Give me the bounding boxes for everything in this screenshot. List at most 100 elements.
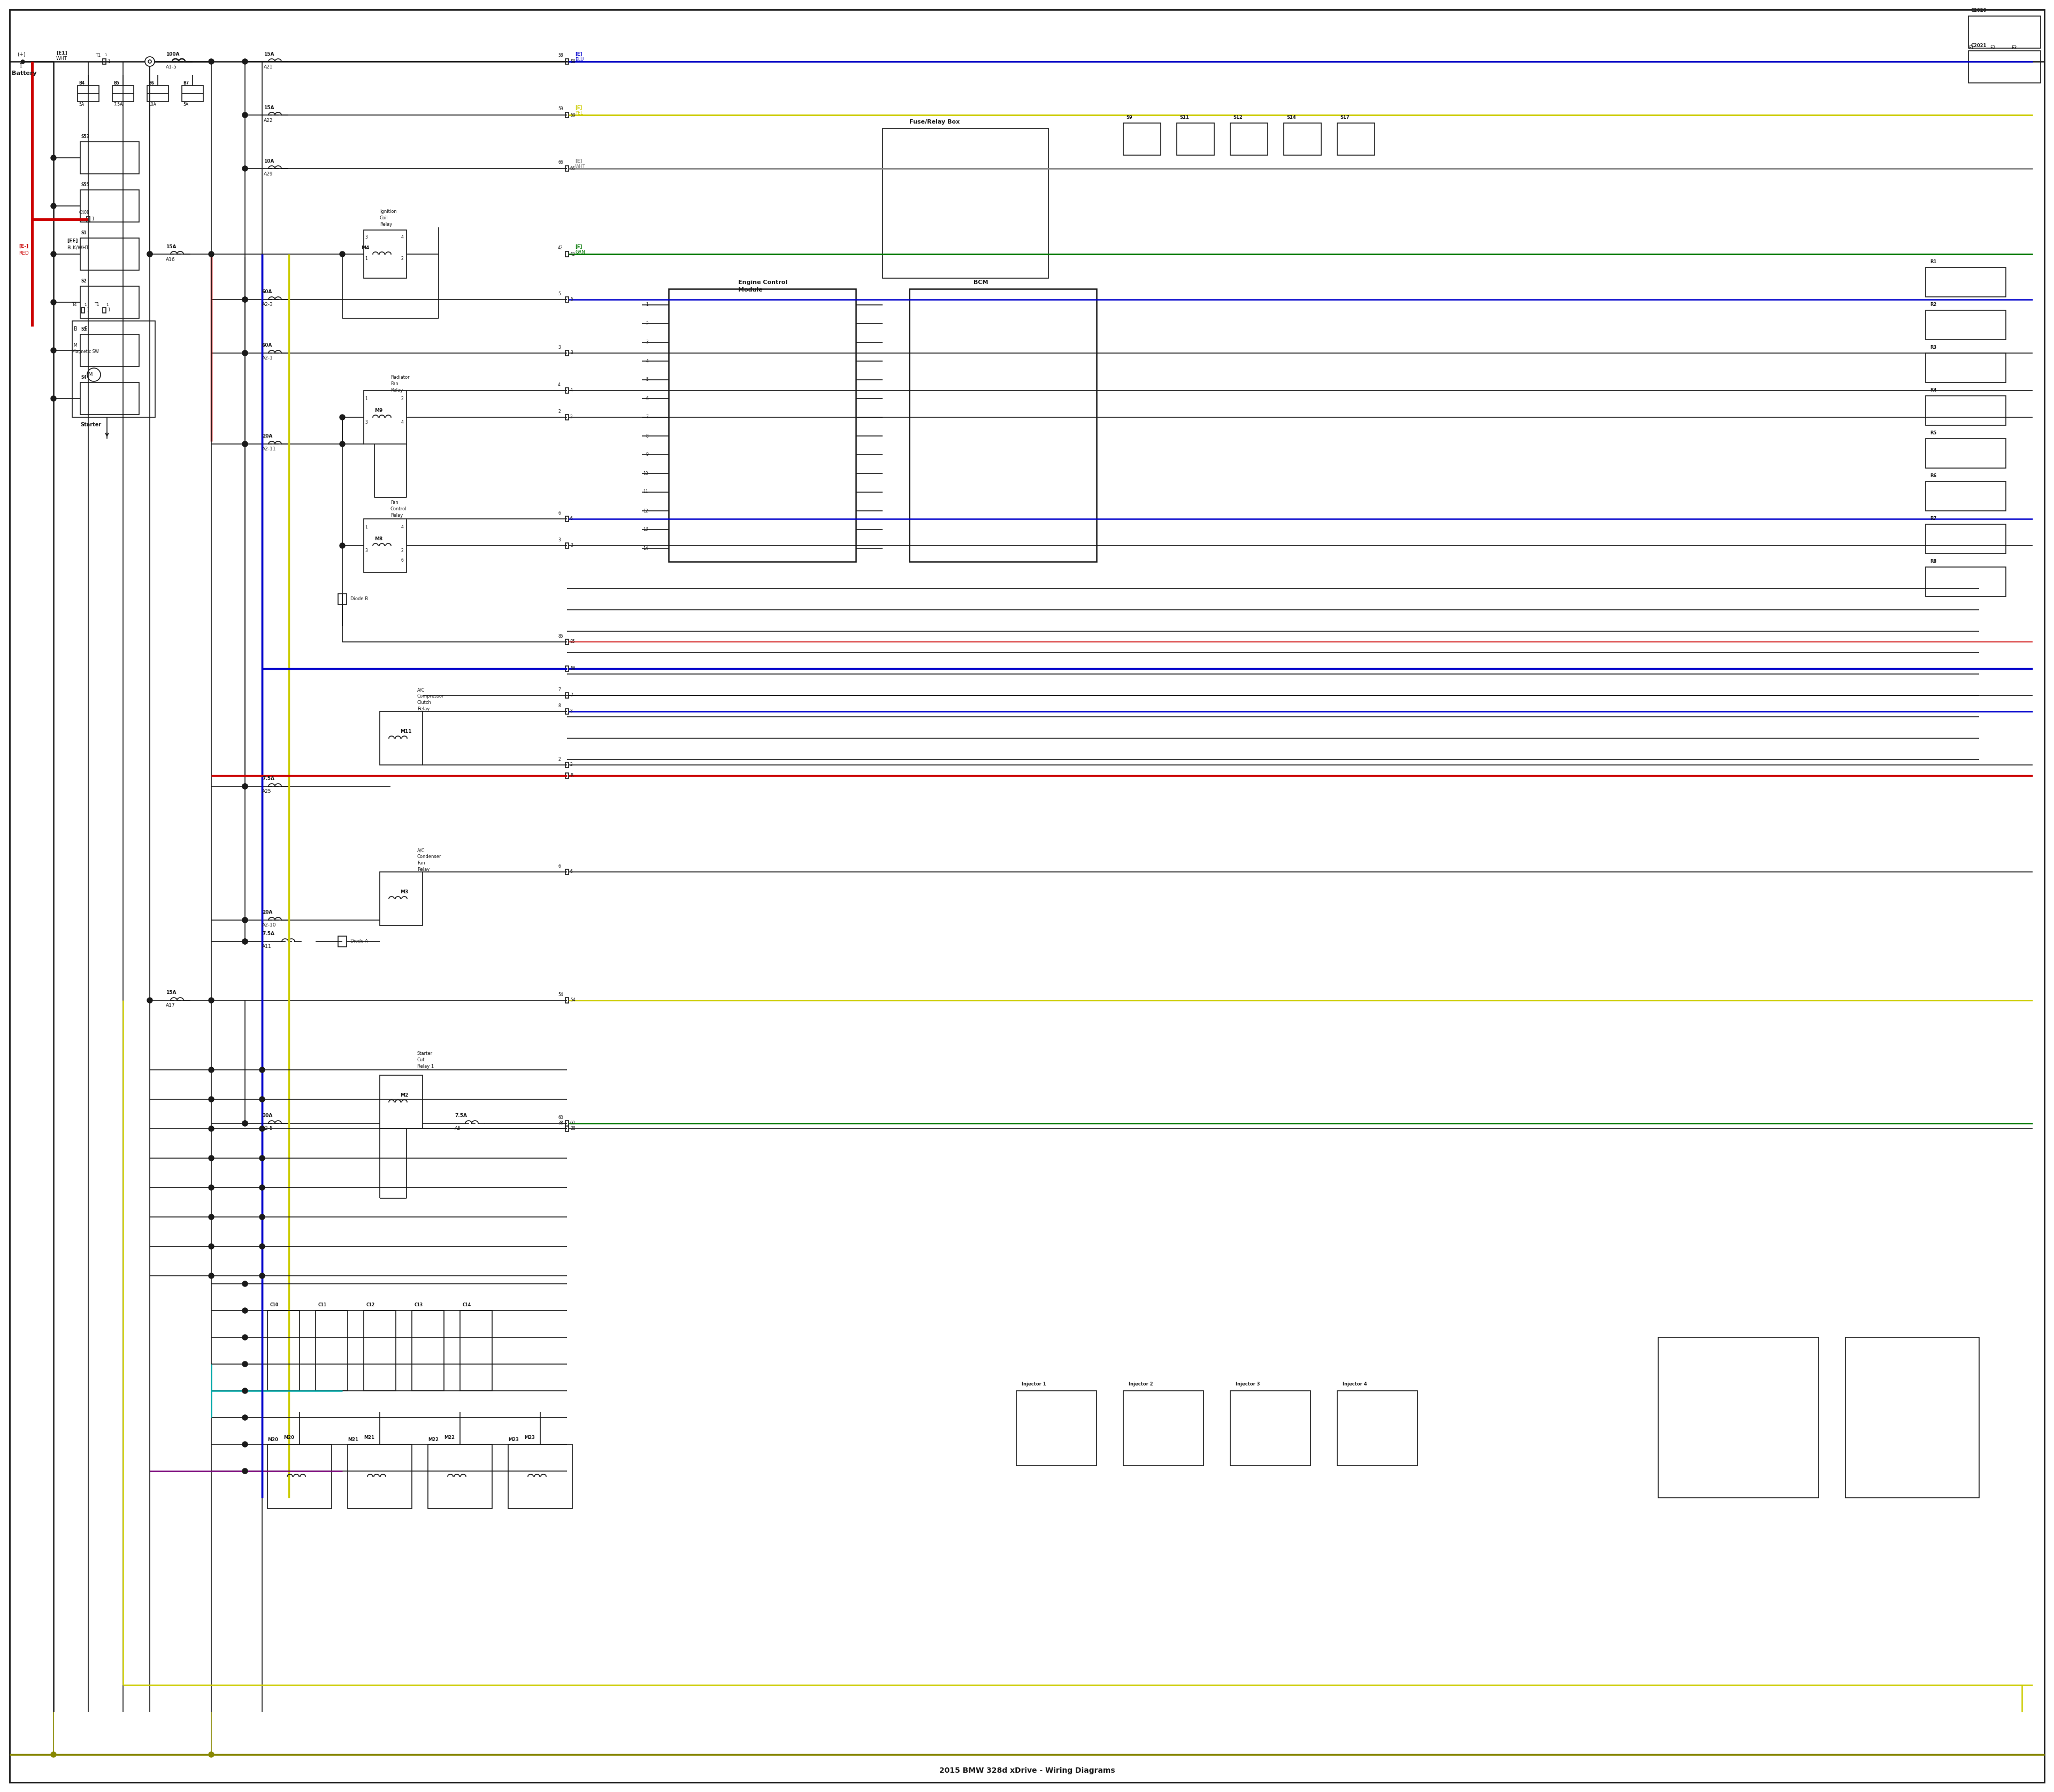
- Text: 1: 1: [107, 303, 109, 306]
- Circle shape: [210, 1244, 214, 1249]
- Text: M3: M3: [401, 891, 409, 894]
- Text: 20A: 20A: [263, 434, 273, 439]
- Bar: [103, 308, 107, 314]
- Bar: [565, 251, 569, 256]
- Text: 15A: 15A: [166, 991, 177, 995]
- Circle shape: [51, 1753, 55, 1758]
- Text: M2: M2: [401, 1093, 409, 1098]
- Text: S14: S14: [1286, 115, 1296, 120]
- Text: A/C: A/C: [417, 848, 425, 853]
- Bar: [364, 391, 407, 444]
- Text: 66: 66: [571, 167, 575, 170]
- Bar: [267, 1310, 300, 1391]
- Text: Injector 2: Injector 2: [1128, 1382, 1152, 1387]
- Text: M9: M9: [374, 409, 382, 414]
- Circle shape: [339, 251, 345, 256]
- Text: M22: M22: [427, 1437, 440, 1443]
- Text: 2: 2: [401, 396, 405, 401]
- Bar: [565, 351, 569, 357]
- Text: C14: C14: [462, 1303, 470, 1308]
- Circle shape: [210, 998, 214, 1004]
- Text: 7.5A: 7.5A: [263, 776, 275, 781]
- Text: 7: 7: [559, 688, 561, 692]
- Bar: [1337, 124, 1374, 156]
- Text: R7: R7: [1931, 516, 1937, 521]
- Text: S2: S2: [82, 278, 86, 283]
- Text: S4: S4: [82, 375, 86, 380]
- Bar: [80, 142, 140, 174]
- Text: C408: C408: [80, 210, 90, 215]
- Text: R2: R2: [1931, 303, 1937, 306]
- Text: Clutch: Clutch: [417, 701, 431, 706]
- Circle shape: [242, 783, 249, 788]
- Text: 9: 9: [645, 452, 649, 457]
- Text: [E]: [E]: [575, 159, 581, 163]
- Text: A5: A5: [454, 1127, 460, 1131]
- Text: 1: 1: [18, 63, 23, 68]
- Text: 15A: 15A: [263, 52, 273, 56]
- Text: S17: S17: [1339, 115, 1349, 120]
- Text: Relay: Relay: [417, 867, 429, 873]
- Text: A2-1: A2-1: [263, 357, 273, 360]
- Circle shape: [242, 1335, 249, 1340]
- Text: BCM: BCM: [974, 280, 988, 285]
- Text: M4: M4: [362, 246, 370, 251]
- Bar: [565, 694, 569, 699]
- Circle shape: [210, 1215, 214, 1220]
- Text: M21: M21: [364, 1435, 374, 1441]
- Text: 7.5A: 7.5A: [113, 102, 123, 108]
- Text: C13: C13: [415, 1303, 423, 1308]
- Bar: [148, 86, 168, 102]
- Text: 4: 4: [401, 419, 405, 425]
- Circle shape: [210, 1097, 214, 1102]
- Text: 3: 3: [559, 346, 561, 349]
- Text: 5: 5: [571, 297, 573, 303]
- Text: 66: 66: [559, 159, 563, 165]
- Circle shape: [51, 202, 55, 208]
- Text: 60A: 60A: [263, 342, 273, 348]
- Text: 6: 6: [559, 864, 561, 869]
- Text: 11: 11: [643, 489, 649, 495]
- Text: A/C: A/C: [417, 688, 425, 692]
- Text: 8: 8: [571, 710, 573, 713]
- Bar: [565, 1125, 569, 1131]
- Circle shape: [148, 251, 152, 256]
- Text: 59: 59: [559, 106, 563, 111]
- Circle shape: [242, 351, 249, 357]
- Circle shape: [242, 1362, 249, 1367]
- Bar: [380, 711, 423, 765]
- Text: RED: RED: [18, 251, 29, 256]
- Bar: [565, 297, 569, 303]
- Text: WHT: WHT: [55, 56, 68, 61]
- Text: F3: F3: [2011, 47, 2017, 50]
- Circle shape: [259, 1097, 265, 1102]
- Text: 10: 10: [643, 471, 649, 477]
- Text: R1: R1: [1931, 260, 1937, 265]
- Text: 30A: 30A: [263, 1113, 273, 1118]
- Bar: [565, 167, 569, 172]
- Bar: [1927, 566, 2007, 597]
- Text: A29: A29: [263, 172, 273, 176]
- Circle shape: [242, 297, 249, 303]
- Text: 85: 85: [559, 634, 563, 640]
- Text: 7: 7: [645, 414, 649, 419]
- Circle shape: [148, 998, 152, 1004]
- Text: Relay: Relay: [380, 222, 392, 226]
- Text: M: M: [88, 371, 92, 376]
- Circle shape: [242, 939, 249, 944]
- Bar: [1968, 50, 2040, 82]
- Bar: [364, 229, 407, 278]
- Bar: [80, 287, 140, 319]
- Text: 5A: 5A: [183, 102, 189, 108]
- Text: 1: 1: [366, 525, 368, 529]
- Text: 1: 1: [107, 308, 111, 312]
- Bar: [1927, 439, 2007, 468]
- Bar: [1230, 1391, 1310, 1466]
- Text: A17: A17: [166, 1004, 175, 1009]
- Text: 2: 2: [645, 321, 649, 326]
- Bar: [380, 1075, 423, 1129]
- Text: 2: 2: [571, 414, 573, 419]
- Text: C2020: C2020: [1972, 9, 1986, 13]
- Text: 4: 4: [401, 525, 405, 529]
- Text: Coil: Coil: [380, 215, 388, 220]
